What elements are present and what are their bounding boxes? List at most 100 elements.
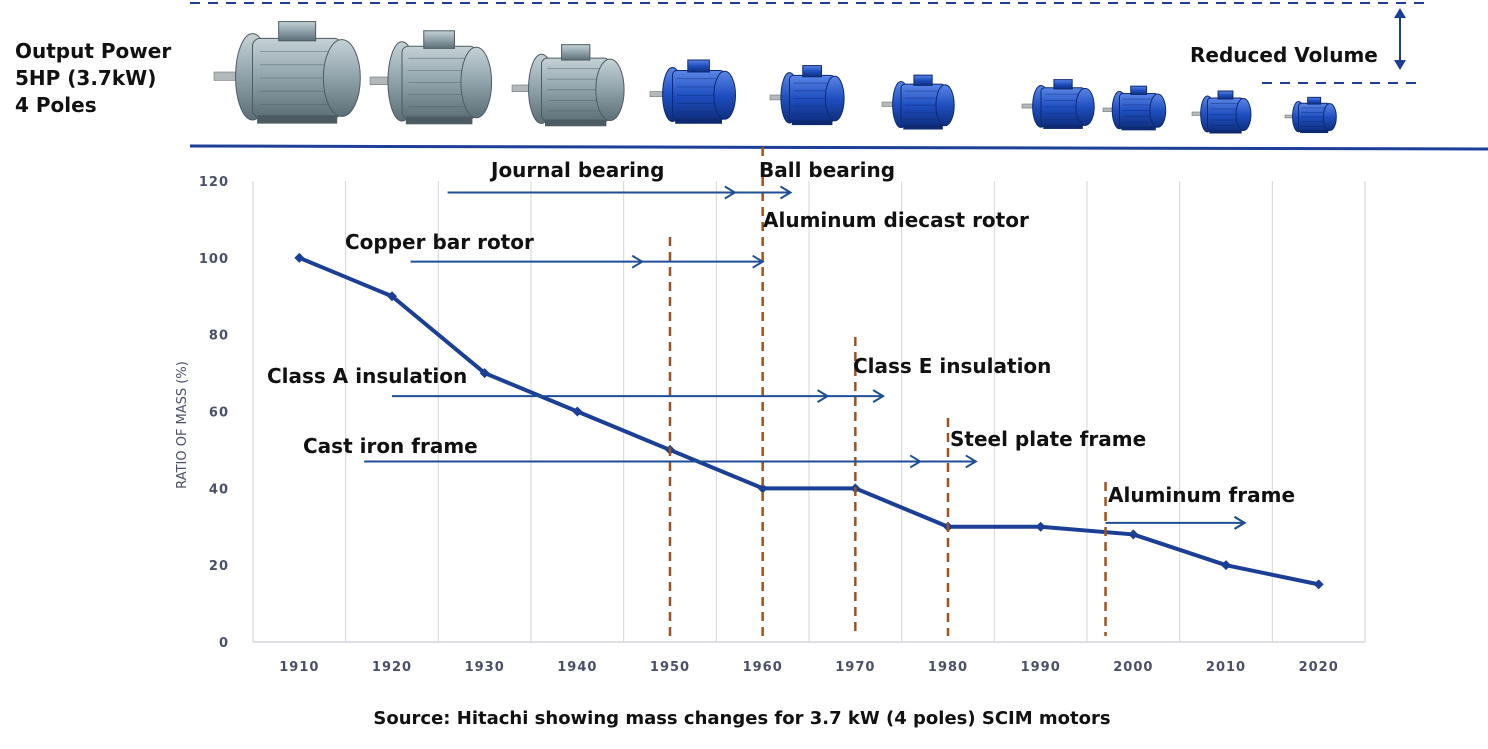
y-tick-label: 80 <box>209 329 229 344</box>
motor-icon <box>1191 90 1252 134</box>
y-tick-label: 100 <box>199 252 229 267</box>
motor-feet <box>405 116 473 125</box>
x-tick-label: 1950 <box>650 660 690 675</box>
volume-arrow-up-icon <box>1394 8 1406 18</box>
motor-fan-cover <box>935 84 955 127</box>
motor-icon <box>1021 79 1095 129</box>
motor-shaft <box>649 91 663 98</box>
motor-terminal-box <box>1307 96 1322 105</box>
motor-icon <box>769 65 845 126</box>
steel-plate-frame-label: Steel plate frame <box>950 427 1146 451</box>
motor-shaft <box>213 71 236 81</box>
data-point <box>1128 529 1139 540</box>
motor-terminal-box <box>802 65 822 78</box>
data-point <box>572 406 583 417</box>
motor-shaft <box>1021 103 1033 109</box>
data-point <box>1221 560 1231 571</box>
volume-arrow-down-icon <box>1394 60 1406 70</box>
motor-fan-cover <box>824 75 845 122</box>
data-point <box>294 252 305 263</box>
aluminum-diecast-rotor-label: Aluminum diecast rotor <box>763 208 1029 232</box>
arrow-head-icon <box>779 185 793 200</box>
motor-terminal-box <box>1053 79 1073 90</box>
output-line: 4 Poles <box>15 93 97 117</box>
x-tick-label: 1970 <box>835 660 875 675</box>
motor-feet <box>675 118 722 124</box>
x-tick-label: 2000 <box>1113 660 1153 675</box>
arrow-head-icon <box>965 454 978 469</box>
motor-feet <box>1300 130 1329 134</box>
motor-terminal-box <box>423 30 455 49</box>
motor-icon <box>511 44 625 127</box>
arrow-head-icon <box>872 389 886 403</box>
motor-shaft <box>1191 111 1201 116</box>
arrow-marker-icon <box>817 389 830 403</box>
motor-shaft <box>369 76 389 85</box>
copper-bar-rotor-label: Copper bar rotor <box>345 230 534 254</box>
motor-shaft <box>1284 114 1293 119</box>
output-line: 5HP (3.7kW) <box>15 66 157 90</box>
data-point <box>757 483 768 494</box>
motor-feet <box>903 125 943 130</box>
data-point <box>1035 521 1046 532</box>
motor-fan-cover <box>460 46 493 119</box>
arrow-head-icon <box>1234 516 1247 530</box>
aluminum-frame-label: Aluminum frame <box>1108 483 1295 507</box>
motor-fan-cover <box>322 39 361 117</box>
source-caption: Source: Hitachi showing mass changes for… <box>373 708 1110 729</box>
motor-terminal-box <box>561 44 591 61</box>
motor-fan-cover <box>1322 103 1337 132</box>
motor-feet <box>1043 124 1083 129</box>
x-tick-label: 1940 <box>557 660 597 675</box>
data-point <box>479 368 490 379</box>
x-tick-label: 1980 <box>928 660 968 675</box>
motor-icon <box>369 30 493 125</box>
output-line: Output Power <box>15 39 172 63</box>
motor-shaft <box>769 94 782 101</box>
motor-feet <box>1121 126 1156 131</box>
motor-terminal-box <box>913 74 933 86</box>
ball-bearing-label: Ball bearing <box>759 158 895 182</box>
motor-fan-cover <box>595 58 625 122</box>
motor-terminal-box <box>1130 85 1148 95</box>
arrow-marker-icon <box>724 185 737 200</box>
motor-icon <box>1284 96 1337 134</box>
motor-shaft <box>881 101 893 107</box>
motor-terminal-box <box>687 59 710 73</box>
motor-feet <box>257 115 338 124</box>
motor-icon <box>881 74 955 130</box>
motor-feet <box>1209 130 1242 134</box>
x-tick-label: 2010 <box>1206 660 1246 675</box>
motor-icon <box>1102 85 1167 131</box>
class-a-insulation-label: Class A insulation <box>267 364 467 388</box>
journal-bearing-label: Journal bearing <box>489 158 665 182</box>
motor-icon <box>649 59 737 124</box>
motor-feet <box>791 120 833 126</box>
motor-fan-cover <box>713 70 737 120</box>
x-tick-label: 1920 <box>372 660 412 675</box>
motor-shaft <box>1102 107 1113 112</box>
y-tick-label: 60 <box>209 406 229 421</box>
reduced-volume-label: Reduced Volume <box>1190 43 1378 67</box>
motor-fan-cover <box>1075 87 1095 126</box>
arrow-head-icon <box>752 254 765 269</box>
arrow-marker-icon <box>631 254 645 269</box>
y-axis-label: RATIO OF MASS (%) <box>175 361 190 489</box>
class-e-insulation-label: Class E insulation <box>853 354 1051 378</box>
output-power-label: Output Power 5HP (3.7kW) 4 Poles <box>15 38 171 119</box>
data-point <box>387 291 397 302</box>
x-tick-label: 2020 <box>1299 660 1339 675</box>
motor-fan-cover <box>1235 98 1252 131</box>
arrow-marker-icon <box>909 454 923 469</box>
cast-iron-frame-label: Cast iron frame <box>303 434 478 458</box>
y-tick-label: 20 <box>209 559 229 574</box>
motor-fan-cover <box>1149 93 1167 128</box>
motor-feet <box>545 119 607 127</box>
mass-ratio-line <box>298 255 1320 587</box>
motor-shaft <box>511 84 529 93</box>
motor-terminal-box <box>1217 90 1234 100</box>
y-tick-label: 40 <box>209 482 229 497</box>
x-tick-label: 1910 <box>279 660 319 675</box>
